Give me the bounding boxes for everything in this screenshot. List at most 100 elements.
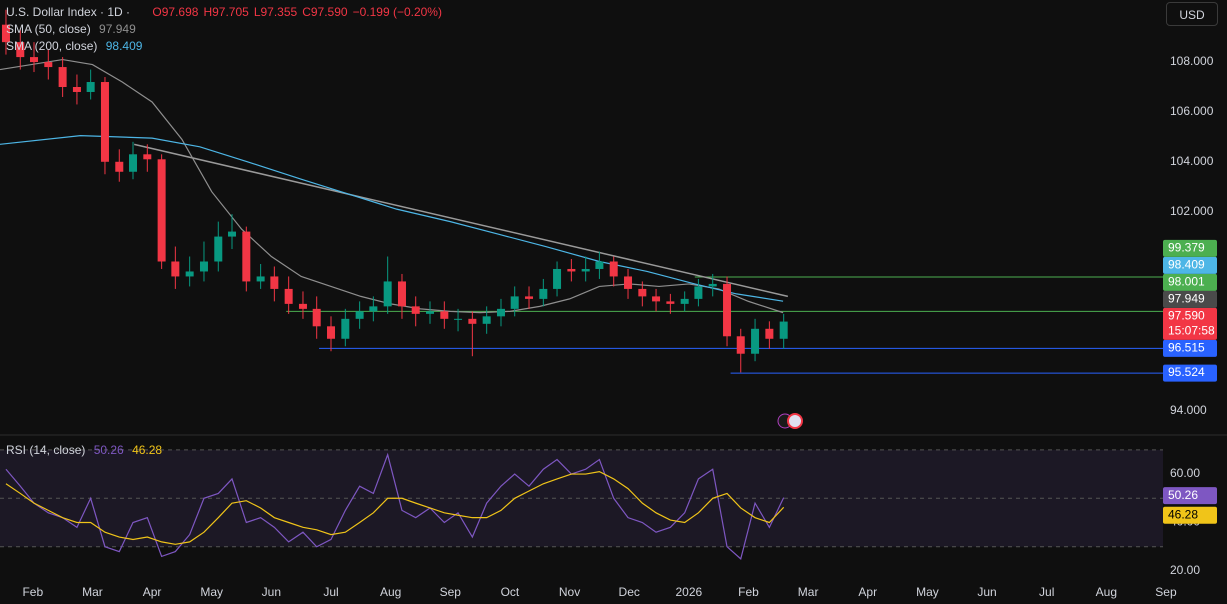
candle-body [29,57,38,63]
candle-body [58,67,67,87]
candle-body [1,24,10,43]
candle-body [157,159,166,262]
series-name: SMA (50, close) [6,22,91,36]
price-box-label: 96.515 [1168,341,1205,355]
ohlc-value: C97.590 [302,5,348,19]
x-tick-label: Oct [501,585,520,599]
candle-body [341,318,350,339]
candle-body [496,308,505,317]
sma200-legend: SMA (200, close) 98.409 [6,39,147,53]
rsi-title: RSI (14, close) [6,443,86,457]
candle-body [736,336,745,354]
trendline [134,143,789,298]
candle-body [270,276,279,289]
y-tick-label: 104.000 [1170,154,1214,168]
event-icons [777,413,803,429]
x-tick-label: 2026 [676,585,703,599]
rsi-line [5,452,785,560]
price-box-label: 97.949 [1168,292,1205,306]
candle-body [440,311,449,319]
price-box [1163,339,1217,357]
candle-body [666,301,675,304]
candle-body [312,308,321,327]
price-box [1163,364,1217,382]
candle-body [567,268,576,272]
candle-body [256,276,265,282]
candle-body [595,261,604,269]
x-tick-label: May [200,585,223,599]
rsi-box-label: 46.28 [1168,507,1198,521]
candle-body [694,286,703,299]
candle-body [128,154,137,172]
candle-body [100,82,109,162]
candle-body [553,268,562,289]
candle-body [214,236,223,262]
candle-body [765,328,774,339]
countdown: 15:07:58 [1168,324,1215,338]
x-tick-label: Sep [1155,585,1177,599]
x-tick-label: Apr [858,585,877,599]
x-tick-label: Jun [977,585,996,599]
candle-body [680,298,689,304]
candle-body [185,271,194,277]
rsi-box [1163,506,1217,524]
candle-body [284,288,293,304]
ohlc-readout: O97.698 H97.705 L97.355 C97.590 −0.199 (−0.2… [152,5,447,19]
x-tick-label: Feb [738,585,759,599]
candle-body [411,306,420,314]
y-tick-label: 106.000 [1170,104,1214,118]
candle-body [397,281,406,307]
rsi-line [5,471,785,545]
candle-body [355,311,364,319]
candle-body [171,261,180,277]
price-box [1163,239,1217,257]
sma-line [0,135,784,302]
x-tick-label: Sep [440,585,462,599]
candle-body [609,261,618,277]
rsi-ma-value: 46.28 [132,443,163,457]
x-tick-label: Jun [262,585,281,599]
symbol-title: U.S. Dollar Index · 1D · [6,5,131,19]
candle-body [143,154,152,160]
candle-body [72,86,81,92]
candle-body [468,318,477,324]
candle-body [708,283,717,287]
x-tick-label: Mar [798,585,819,599]
x-tick-label: Jul [323,585,338,599]
ohlc-value: H97.705 [203,5,249,19]
x-tick-label: May [916,585,939,599]
x-tick-label: Mar [82,585,103,599]
price-box [1163,256,1217,274]
ohlc-value: L97.355 [253,5,298,19]
ohlc-value: −0.199 (−0.20%) [352,5,442,19]
candle-body [581,268,590,272]
series-name: SMA (200, close) [6,39,98,53]
candle-body [44,62,53,68]
y-tick-label: 108.000 [1170,54,1214,68]
price-box-label: 99.379 [1168,241,1205,255]
price-box-label: 95.524 [1168,365,1205,379]
candle-body [369,306,378,312]
candle-body [779,321,788,339]
x-tick-label: Jul [1039,585,1054,599]
x-tick-label: Nov [559,585,580,599]
rsi-value: 50.26 [93,443,124,457]
y-tick-label: 102.000 [1170,204,1214,218]
x-tick-label: Apr [143,585,162,599]
series-value: 97.949 [99,22,136,36]
candle-body [652,296,661,302]
rsi-box-label: 50.26 [1168,488,1198,502]
candle-body [86,82,95,92]
candle-body [199,261,208,272]
candle-body [115,161,124,172]
price-box [1163,290,1217,308]
candle-body [426,311,435,314]
currency-button[interactable]: USD [1166,2,1218,26]
rsi-box [1163,487,1217,505]
candle-body [228,231,237,237]
series-value: 98.409 [105,39,143,53]
sma50-legend: SMA (50, close) 97.949 [6,22,141,36]
